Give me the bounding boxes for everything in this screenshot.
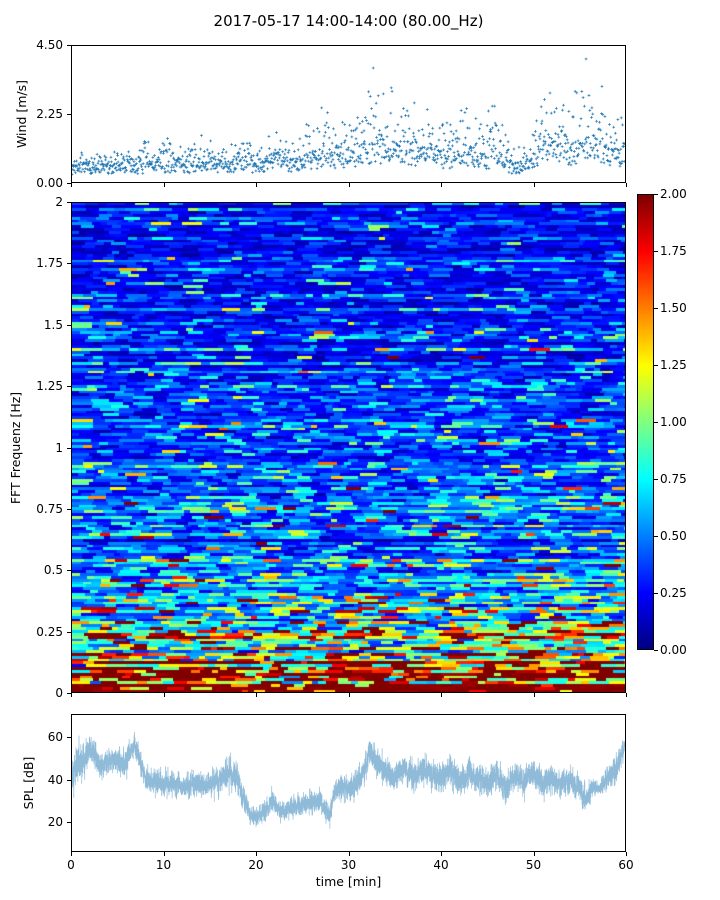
tick-mark: [67, 45, 71, 46]
time-x-tick-label: 0: [67, 858, 75, 872]
tick-mark: [654, 308, 658, 309]
spectrogram-y-tick-label: 2: [55, 195, 63, 209]
tick-mark: [67, 386, 71, 388]
tick-mark: [654, 194, 658, 195]
tick-mark: [67, 263, 71, 265]
tick-mark: [67, 508, 71, 510]
spectrogram-y-tick-label: 0.75: [36, 501, 63, 516]
tick-mark: [67, 693, 71, 694]
tick-mark: [654, 536, 658, 537]
wind-y-tick-label: 0.00: [36, 176, 63, 190]
tick-mark: [654, 251, 658, 252]
tick-mark: [67, 822, 71, 824]
colorbar-tick-label: 1.25: [660, 358, 687, 372]
tick-mark: [533, 693, 535, 697]
tick-mark: [71, 693, 72, 697]
tick-mark: [654, 650, 658, 651]
tick-mark: [348, 693, 350, 697]
tick-mark: [441, 852, 442, 856]
colorbar-tick-label: 1.00: [660, 415, 687, 429]
tick-mark: [654, 593, 658, 594]
time-x-tick-label: 10: [155, 858, 172, 872]
tick-mark: [348, 852, 350, 856]
colorbar-tick-label: 1.50: [660, 301, 687, 315]
tick-mark: [67, 202, 71, 203]
tick-mark: [441, 183, 442, 187]
tick-mark: [441, 693, 442, 697]
time-x-tick-label: 60: [618, 858, 634, 872]
figure-title: 2017-05-17 14:00-14:00 (80.00_Hz): [213, 12, 484, 30]
spectrogram-y-tick-label: 1.5: [43, 317, 63, 332]
time-x-tick-label: 50: [525, 858, 542, 872]
tick-mark: [654, 422, 658, 423]
spectrogram-plot: [71, 202, 626, 693]
tick-mark: [256, 183, 257, 187]
colorbar-tick-label: 2.00: [660, 187, 687, 201]
spl-line-canvas: [72, 715, 625, 851]
tick-mark: [67, 324, 71, 326]
tick-mark: [67, 570, 71, 572]
tick-mark: [71, 852, 72, 856]
time-x-tick-label: 30: [340, 858, 357, 872]
colorbar-tick-label: 0.00: [660, 643, 687, 657]
colorbar-tick-label: 0.75: [660, 472, 687, 486]
tick-mark: [256, 693, 257, 697]
spl-y-tick-label: 60: [47, 730, 63, 745]
tick-mark: [67, 737, 71, 739]
tick-mark: [654, 365, 658, 366]
wind-y-tick-label: 2.25: [36, 107, 63, 121]
wind-scatter-canvas: [72, 46, 625, 182]
time-x-tick-label: 40: [433, 858, 449, 872]
time-x-axis-label: time [min]: [315, 874, 382, 889]
spl-line-plot: [71, 714, 626, 852]
tick-mark: [67, 447, 71, 449]
tick-mark: [626, 183, 627, 187]
spectrogram-y-tick-label: 1.75: [36, 256, 63, 271]
tick-mark: [163, 183, 165, 187]
colorbar: [637, 194, 654, 650]
tick-mark: [626, 693, 627, 697]
wind-y-tick-label: 4.50: [36, 38, 63, 52]
spectrogram-y-tick-label: 0.5: [43, 563, 63, 578]
spectrogram-canvas: [72, 203, 625, 692]
spectrogram-y-tick-label: 1: [55, 440, 63, 455]
spectrogram-y-tick-label: 1.25: [36, 379, 63, 394]
tick-mark: [67, 631, 71, 633]
tick-mark: [67, 183, 71, 184]
tick-mark: [67, 114, 71, 115]
time-x-tick-label: 20: [248, 858, 264, 872]
tick-mark: [71, 183, 72, 187]
colorbar-tick-label: 1.75: [660, 244, 687, 258]
tick-mark: [654, 479, 658, 480]
tick-mark: [348, 183, 350, 187]
spectrogram-y-tick-label: 0.25: [36, 624, 63, 639]
tick-mark: [533, 183, 535, 187]
spl-y-tick-label: 20: [47, 815, 63, 830]
tick-mark: [163, 693, 165, 697]
tick-mark: [256, 852, 257, 856]
colorbar-tick-label: 0.50: [660, 529, 687, 543]
spl-y-tick-label: 40: [47, 772, 63, 787]
tick-mark: [533, 852, 535, 856]
wind-scatter-plot: [71, 45, 626, 183]
colorbar-gradient-canvas: [638, 195, 653, 649]
tick-mark: [67, 779, 71, 781]
tick-mark: [163, 852, 165, 856]
colorbar-tick-label: 0.25: [660, 586, 687, 600]
tick-mark: [626, 852, 627, 856]
spectrogram-y-tick-label: 0: [55, 686, 63, 700]
